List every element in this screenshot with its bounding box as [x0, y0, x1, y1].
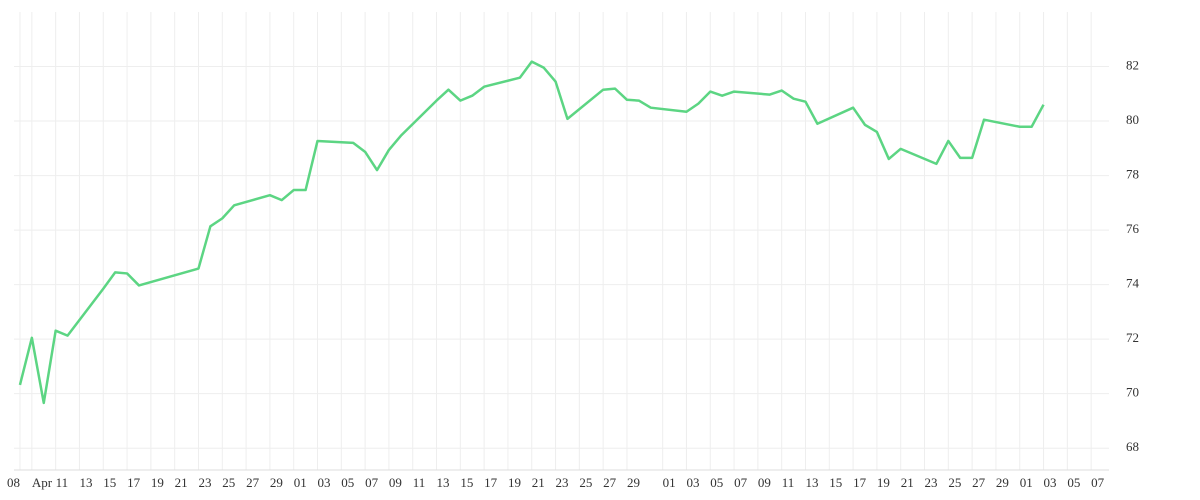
- x-tick-label: 07: [1091, 475, 1105, 490]
- x-tick-label: 17: [484, 475, 498, 490]
- x-tick-label: 03: [1044, 475, 1057, 490]
- y-tick-label: 68: [1126, 439, 1139, 454]
- x-tick-label: 27: [603, 475, 617, 490]
- x-tick-label: 15: [103, 475, 116, 490]
- x-tick-label: 27: [246, 475, 260, 490]
- x-tick-label: 29: [627, 475, 640, 490]
- x-tick-label: 09: [758, 475, 771, 490]
- x-tick-label: 03: [318, 475, 331, 490]
- x-tick-label: 25: [579, 475, 592, 490]
- x-tick-label: 21: [532, 475, 545, 490]
- x-tick-label: 07: [734, 475, 748, 490]
- x-tick-label: 21: [175, 475, 188, 490]
- x-tick-label: 29: [270, 475, 283, 490]
- y-tick-label: 82: [1126, 58, 1139, 73]
- x-tick-label: 09: [389, 475, 402, 490]
- x-tick-label: 05: [710, 475, 723, 490]
- line: [18, 60, 1045, 405]
- x-tick-label: 07: [365, 475, 379, 490]
- x-tick-label: 15: [460, 475, 473, 490]
- x-tick-label: 25: [948, 475, 961, 490]
- x-tick-label: 01: [663, 475, 676, 490]
- x-tick-label: 05: [1067, 475, 1080, 490]
- x-tick-label: 01: [1020, 475, 1033, 490]
- x-tick-label: Apr: [32, 475, 53, 490]
- x-tick-label: 23: [925, 475, 938, 490]
- x-tick-label: 29: [996, 475, 1009, 490]
- y-tick-label: 74: [1126, 276, 1140, 291]
- x-tick-label: 25: [222, 475, 235, 490]
- x-tick-label: 23: [556, 475, 569, 490]
- x-tick-label: 17: [127, 475, 140, 490]
- x-tick-label: 11: [413, 475, 426, 490]
- y-tick-label: 80: [1126, 112, 1139, 127]
- x-tick-label: 11: [56, 475, 69, 490]
- x-tick-label: 13: [805, 475, 818, 490]
- x-tick-label: 27: [972, 475, 986, 490]
- x-tick-label: 03: [686, 475, 699, 490]
- x-tick-label: 19: [508, 475, 521, 490]
- x-tick-label: 11: [782, 475, 795, 490]
- x-tick-label: 21: [901, 475, 914, 490]
- y-tick-label: 78: [1126, 167, 1139, 182]
- y-tick-label: 76: [1126, 221, 1140, 236]
- x-tick-label: 08: [7, 475, 20, 490]
- x-tick-label: 19: [151, 475, 164, 490]
- x-tick-label: 13: [437, 475, 450, 490]
- x-tick-label: 17: [853, 475, 867, 490]
- x-tick-label: 01: [294, 475, 307, 490]
- x-tick-label: 15: [829, 475, 842, 490]
- x-tick-label: 05: [341, 475, 354, 490]
- x-tick-label: 13: [79, 475, 92, 490]
- x-tick-label: 23: [198, 475, 211, 490]
- y-tick-label: 72: [1126, 330, 1139, 345]
- x-tick-label: 19: [877, 475, 890, 490]
- y-tick-label: 70: [1126, 385, 1139, 400]
